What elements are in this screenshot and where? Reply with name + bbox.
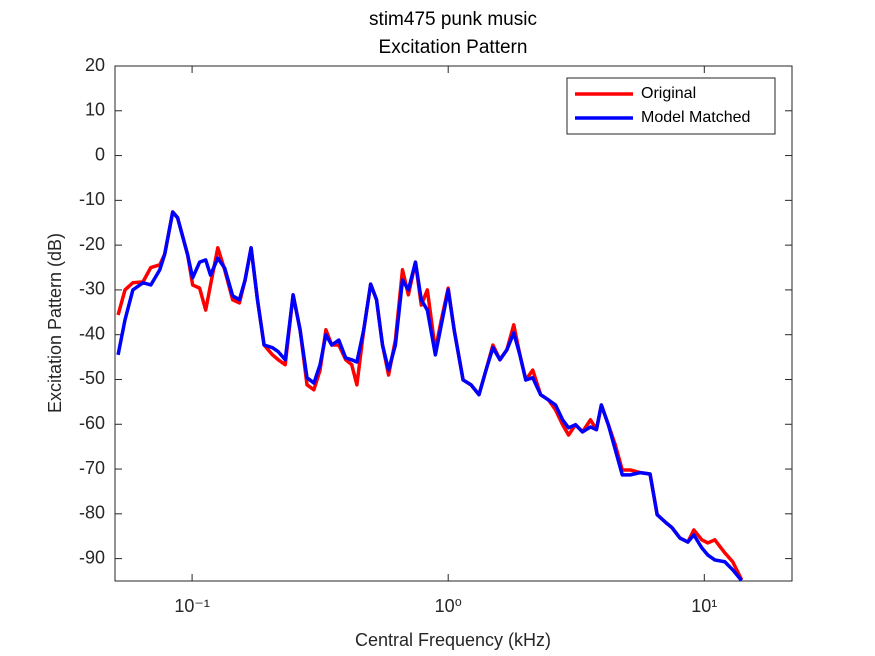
legend-box (566, 77, 776, 135)
x-tick-label: 10¹ (691, 596, 717, 616)
y-tick-label: -80 (79, 503, 105, 523)
legend-label: Original (641, 85, 696, 102)
y-tick-label: -40 (79, 323, 105, 343)
y-tick-label: 0 (95, 144, 105, 164)
series-line (116, 210, 743, 581)
legend-label: Model Matched (641, 109, 750, 126)
chart-subtitle: Excitation Pattern (379, 37, 528, 58)
y-tick-label: 20 (85, 55, 105, 75)
x-axis-label: Central Frequency (kHz) (355, 630, 551, 650)
y-tick-label: -70 (79, 458, 105, 478)
y-tick-label: -20 (79, 234, 105, 254)
x-tick-label: 10⁻¹ (174, 596, 210, 616)
y-tick-label: -30 (79, 279, 105, 299)
y-axis-label: Excitation Pattern (dB) (45, 233, 65, 413)
x-tick-label: 10⁰ (435, 596, 462, 616)
y-tick-label: -10 (79, 189, 105, 209)
y-tick-label: 10 (85, 100, 105, 120)
y-tick-label: -90 (79, 547, 105, 567)
y-tick-label: -60 (79, 413, 105, 433)
y-tick-label: -50 (79, 368, 105, 388)
chart-title: stim475 punk music (369, 9, 537, 30)
